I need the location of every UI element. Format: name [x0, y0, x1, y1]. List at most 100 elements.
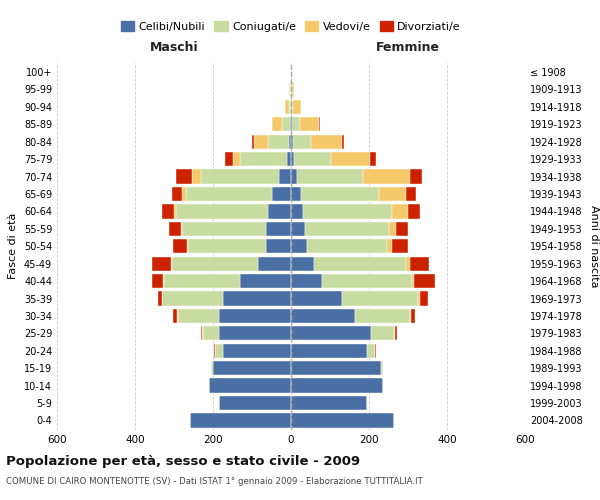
Bar	[280, 170, 291, 183]
Bar	[182, 187, 186, 201]
Bar	[289, 134, 291, 149]
Bar	[397, 222, 408, 236]
Bar	[410, 256, 430, 271]
Bar	[381, 361, 383, 376]
Bar	[331, 152, 370, 166]
Bar	[182, 222, 266, 236]
Text: Femmine: Femmine	[376, 41, 440, 54]
Bar	[355, 309, 410, 323]
Bar	[394, 326, 395, 340]
Bar	[219, 396, 291, 410]
Bar	[293, 100, 301, 114]
Bar	[202, 170, 280, 183]
Bar	[291, 361, 381, 376]
Bar	[187, 239, 188, 254]
Bar	[266, 239, 291, 254]
Bar	[291, 239, 307, 254]
Bar	[291, 134, 293, 149]
Bar	[172, 256, 258, 271]
Bar	[370, 152, 376, 166]
Bar	[152, 274, 163, 288]
Bar	[268, 204, 291, 218]
Bar	[174, 204, 176, 218]
Bar	[224, 152, 233, 166]
Bar	[411, 309, 415, 323]
Bar	[289, 82, 290, 96]
Bar	[297, 170, 363, 183]
Bar	[169, 222, 181, 236]
Bar	[291, 117, 292, 132]
Bar	[395, 326, 397, 340]
Y-axis label: Anni di nascita: Anni di nascita	[589, 205, 599, 288]
Bar	[406, 187, 416, 201]
Bar	[289, 100, 290, 114]
Bar	[363, 170, 410, 183]
Bar	[181, 222, 182, 236]
Text: COMUNE DI CAIRO MONTENOTTE (SV) - Dati ISTAT 1° gennaio 2009 - Elaborazione TUTT: COMUNE DI CAIRO MONTENOTTE (SV) - Dati I…	[6, 478, 423, 486]
Bar	[300, 117, 319, 132]
Bar	[367, 344, 375, 358]
Bar	[191, 170, 202, 183]
Bar	[291, 152, 294, 166]
Bar	[223, 344, 291, 358]
Bar	[294, 152, 331, 166]
Bar	[412, 274, 414, 288]
Bar	[292, 100, 293, 114]
Bar	[209, 378, 291, 392]
Text: Maschi: Maschi	[149, 41, 199, 54]
Bar	[319, 117, 320, 132]
Bar	[214, 344, 215, 358]
Bar	[291, 414, 394, 428]
Text: Popolazione per età, sesso e stato civile - 2009: Popolazione per età, sesso e stato civil…	[6, 455, 360, 468]
Bar	[406, 256, 410, 271]
Bar	[291, 204, 303, 218]
Bar	[386, 239, 392, 254]
Bar	[375, 344, 376, 358]
Bar	[291, 309, 355, 323]
Bar	[176, 204, 268, 218]
Bar	[291, 378, 383, 392]
Bar	[379, 187, 406, 201]
Bar	[203, 326, 219, 340]
Bar	[164, 274, 240, 288]
Bar	[314, 256, 406, 271]
Bar	[271, 187, 291, 201]
Bar	[171, 256, 172, 271]
Bar	[414, 274, 436, 288]
Bar	[291, 187, 301, 201]
Bar	[291, 170, 297, 183]
Bar	[408, 204, 420, 218]
Bar	[186, 187, 271, 201]
Bar	[172, 187, 182, 201]
Bar	[287, 152, 291, 166]
Bar	[162, 292, 223, 306]
Bar	[418, 292, 420, 306]
Bar	[176, 170, 191, 183]
Bar	[291, 396, 367, 410]
Y-axis label: Fasce di età: Fasce di età	[8, 213, 18, 280]
Bar	[307, 239, 386, 254]
Bar	[303, 204, 392, 218]
Bar	[282, 117, 290, 132]
Bar	[240, 152, 287, 166]
Bar	[291, 274, 322, 288]
Bar	[291, 292, 342, 306]
Bar	[420, 292, 428, 306]
Bar	[202, 326, 203, 340]
Bar	[219, 309, 291, 323]
Bar	[178, 309, 219, 323]
Bar	[211, 361, 213, 376]
Bar	[410, 309, 411, 323]
Bar	[190, 414, 291, 428]
Bar	[389, 222, 397, 236]
Bar	[177, 309, 178, 323]
Bar	[233, 152, 240, 166]
Bar	[291, 222, 305, 236]
Bar	[219, 326, 291, 340]
Bar	[311, 134, 342, 149]
Bar	[301, 187, 379, 201]
Bar	[342, 292, 418, 306]
Bar	[258, 256, 291, 271]
Bar	[293, 134, 311, 149]
Bar	[162, 204, 174, 218]
